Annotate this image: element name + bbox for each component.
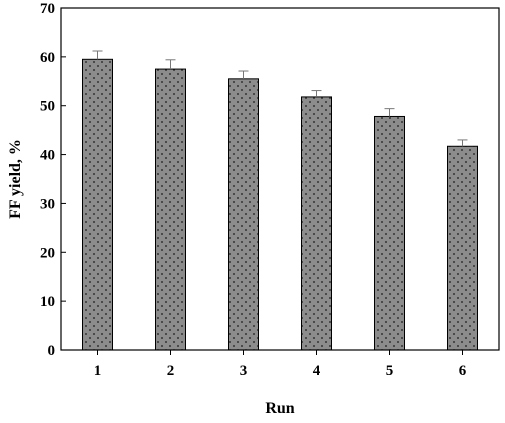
y-tick-label: 60 [40, 50, 55, 66]
x-axis: 1 2 3 4 5 6 [94, 350, 467, 379]
y-tick-label: 70 [40, 1, 55, 17]
bar [82, 58, 113, 351]
bar [155, 68, 186, 351]
x-axis-title: Run [265, 400, 294, 417]
bar [228, 78, 259, 351]
y-tick-label: 30 [40, 196, 55, 212]
x-tick-label: 1 [94, 363, 102, 379]
y-axis-title: FF yield, % [7, 139, 24, 219]
y-tick-label: 40 [40, 148, 55, 164]
bar [374, 115, 405, 351]
y-tick-label: 10 [40, 294, 55, 310]
plot-area-frame [60, 7, 500, 351]
x-tick-label: 4 [313, 363, 321, 379]
bar [447, 145, 478, 351]
bars [82, 58, 478, 351]
x-tick-label: 3 [240, 363, 248, 379]
error-bars [92, 50, 468, 147]
bar [301, 96, 332, 351]
x-tick-label: 5 [386, 363, 394, 379]
y-tick-label: 0 [48, 343, 56, 359]
y-tick-label: 20 [40, 245, 55, 261]
x-tick-label: 6 [459, 363, 467, 379]
y-axis: 0 10 20 30 40 50 60 70 [40, 1, 66, 359]
x-tick-label: 2 [167, 363, 175, 379]
y-tick-label: 50 [40, 99, 55, 115]
